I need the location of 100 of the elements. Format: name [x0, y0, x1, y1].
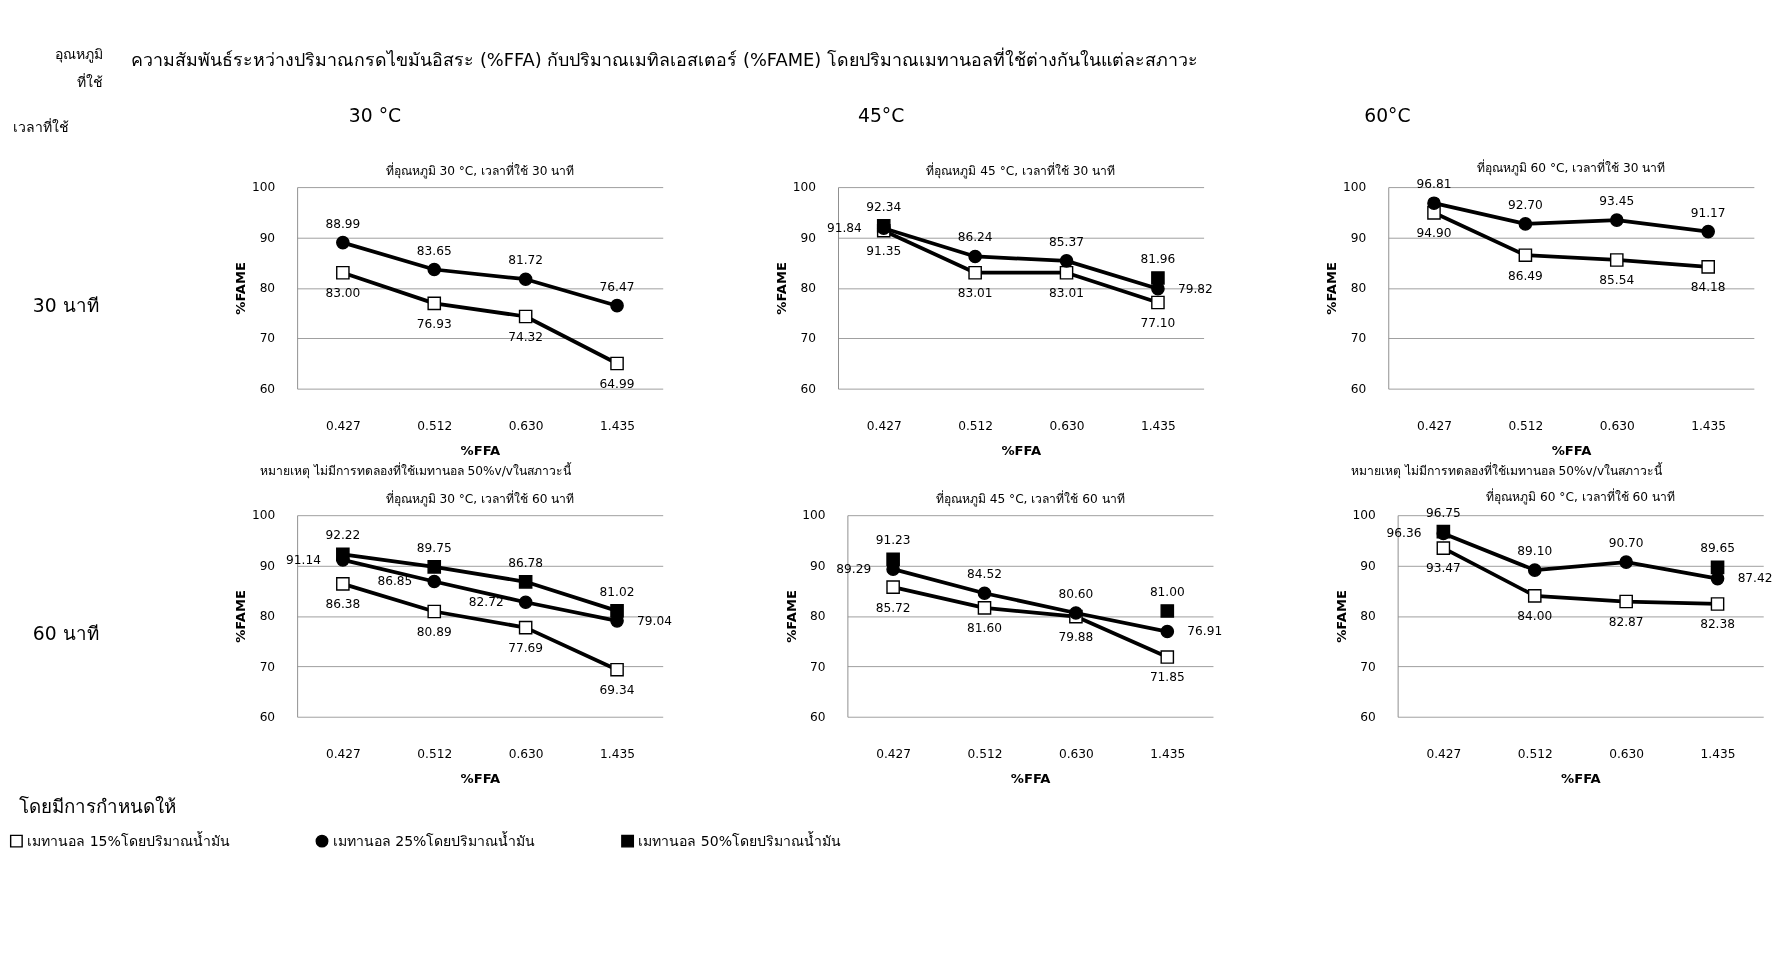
chart-title: ที่อุณหภูมิ 60 °C, เวลาที่ใช้ 60 นาที — [1486, 487, 1675, 505]
point — [1609, 253, 1624, 267]
point — [1160, 604, 1175, 618]
y-tick-label: 70 — [800, 331, 817, 346]
data-label: 91.17 — [1690, 205, 1726, 220]
point — [518, 575, 533, 589]
data-label: 82.87 — [1608, 614, 1644, 629]
x-axis-title: %FFA — [1001, 442, 1042, 458]
y-axis-title: %FAME — [1324, 261, 1340, 315]
y-axis-title: %FAME — [233, 590, 249, 643]
y-tick-label: 90 — [809, 558, 826, 573]
point — [1059, 254, 1074, 268]
y-axis-title: %FAME — [233, 261, 249, 315]
text: 60 นาที — [32, 623, 99, 645]
point — [1436, 541, 1451, 555]
data-label: 76.93 — [416, 316, 452, 331]
y-tick-label: 70 — [259, 331, 276, 346]
data-label: 84.18 — [1690, 280, 1726, 295]
y-tick-label: 100 — [802, 508, 826, 523]
y-tick-label: 90 — [1350, 230, 1367, 245]
y-tick-label: 100 — [251, 180, 276, 195]
data-label: 82.38 — [1700, 617, 1735, 632]
data-label: 87.42 — [1737, 571, 1773, 586]
data-label: 91.84 — [826, 220, 863, 235]
x-tick-label: 0.512 — [1508, 419, 1544, 434]
y-axis-title: %FAME — [1333, 590, 1349, 643]
y-axis-title: %FAME — [774, 261, 790, 315]
point — [427, 574, 442, 589]
data-label: 81.96 — [1140, 252, 1176, 267]
y-tick-label: 100 — [1352, 508, 1376, 523]
y-tick-label: 90 — [259, 558, 276, 573]
point — [336, 577, 350, 591]
data-label: 85.54 — [1599, 273, 1635, 288]
y-tick-label: 80 — [1350, 281, 1367, 296]
x-tick-label: 1.435 — [600, 419, 635, 434]
y-tick-label: 90 — [800, 230, 817, 245]
data-label: 74.32 — [508, 329, 544, 344]
text: เวลาที่ใช้ — [13, 117, 70, 135]
data-label: 86.85 — [377, 574, 413, 589]
text: หมายเหตุ ไม่มีการทดลองที่ใช้เมทานอล 50%v/vในสภาวะนี้ — [259, 461, 572, 479]
data-label: 86.38 — [325, 597, 361, 612]
y-tick-label: 70 — [809, 659, 826, 674]
data-label: 80.89 — [416, 624, 452, 639]
x-tick-label: 0.427 — [325, 747, 361, 762]
point — [1518, 217, 1533, 231]
data-label: 92.22 — [325, 528, 361, 543]
chart-title: ที่อุณหภูมิ 30 °C, เวลาที่ใช้ 30 นาที — [385, 161, 575, 179]
chart-title: ที่อุณหภูมิ 60 °C, เวลาที่ใช้ 30 นาที — [1476, 159, 1666, 177]
point — [1710, 560, 1725, 575]
y-tick-label: 60 — [1350, 381, 1367, 396]
data-label: 91.14 — [286, 552, 322, 567]
y-tick-label: 70 — [1350, 331, 1367, 346]
x-tick-label: 1.435 — [600, 747, 635, 762]
y-tick-label: 80 — [259, 609, 276, 624]
data-label: 79.82 — [1177, 281, 1213, 296]
point — [1518, 248, 1533, 263]
data-label: 79.04 — [637, 613, 673, 628]
text: 45°C — [858, 105, 905, 127]
point — [336, 547, 350, 562]
data-label: 89.75 — [416, 540, 452, 555]
x-tick-label: 0.630 — [1609, 747, 1645, 762]
point — [610, 356, 624, 371]
y-tick-label: 60 — [259, 709, 276, 724]
x-tick-label: 0.427 — [866, 419, 902, 434]
y-tick-label: 60 — [809, 709, 826, 724]
point — [1710, 597, 1725, 611]
y-tick-label: 80 — [809, 609, 826, 624]
data-label: 91.23 — [875, 533, 911, 548]
point — [1527, 563, 1542, 577]
text: 30 °C — [348, 105, 402, 127]
x-axis-title: %FFA — [1551, 442, 1593, 458]
data-label: 83.65 — [416, 243, 452, 258]
text: 60°C — [1364, 105, 1411, 127]
text: โดยมีการกำหนดให้ — [18, 796, 176, 818]
point — [1527, 589, 1542, 603]
data-label: 94.90 — [1416, 226, 1452, 241]
text: อุณหภูมิ — [55, 45, 104, 63]
point — [518, 595, 533, 610]
point — [968, 249, 982, 264]
data-label: 88.99 — [325, 216, 361, 231]
y-tick-label: 60 — [800, 381, 817, 396]
point — [968, 265, 982, 280]
point — [518, 620, 533, 635]
data-label: 93.47 — [1425, 561, 1461, 576]
point — [518, 309, 533, 324]
legend-label: เมทานอล 25%โดยปริมาณน้ำมัน — [332, 830, 536, 849]
y-tick-label: 70 — [259, 659, 276, 674]
point — [1701, 260, 1715, 274]
data-label: 80.60 — [1058, 586, 1094, 601]
y-axis-title: %FAME — [783, 590, 799, 643]
data-label: 69.34 — [599, 683, 635, 698]
point — [1619, 594, 1633, 609]
chart-title: ที่อุณหภูมิ 45 °C, เวลาที่ใช้ 30 นาที — [926, 161, 1116, 179]
point — [1151, 271, 1165, 285]
data-label: 85.72 — [875, 600, 911, 615]
data-label: 92.34 — [866, 199, 902, 214]
y-tick-label: 80 — [259, 281, 276, 296]
x-axis-title: %FFA — [460, 442, 502, 458]
data-label: 86.78 — [508, 555, 544, 570]
data-label: 76.91 — [1187, 624, 1223, 639]
